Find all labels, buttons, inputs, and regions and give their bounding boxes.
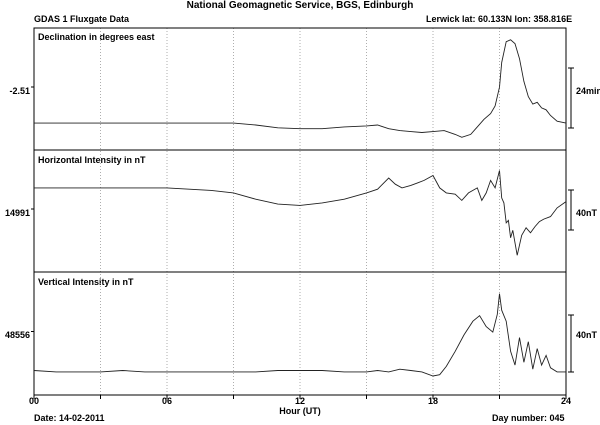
scale-label-declination: 24min	[576, 86, 600, 96]
scale-label-vertical: 40nT	[576, 330, 598, 340]
station-label: Lerwick lat: 60.133N lon: 358.816E	[426, 14, 573, 24]
day-number-label: Day number: 045	[492, 413, 565, 423]
x-axis-label: Hour (UT)	[279, 406, 321, 416]
instrument-label: GDAS 1 Fluxgate Data	[34, 14, 130, 24]
y-label-vertical: 48556	[4, 330, 30, 340]
scale-label-horizontal: 40nT	[576, 208, 598, 218]
y-label-declination: -2.51	[9, 86, 30, 96]
series-line-2	[34, 170, 567, 256]
panel-title-vertical: Vertical Intensity in nT	[38, 277, 134, 287]
chart-title: National Geomagnetic Service, BGS, Edinb…	[186, 0, 414, 11]
panel-title-horizontal: Horizontal Intensity in nT	[38, 155, 146, 165]
panel-title-declination: Declination in degrees east	[38, 32, 155, 42]
x-tick-label: 06	[161, 396, 172, 406]
series-line-1	[34, 39, 567, 138]
date-label: Date: 14-02-2011	[34, 413, 105, 423]
x-tick-label: 18	[427, 396, 438, 406]
x-tick-label: 24	[560, 396, 571, 406]
x-tick-label: 00	[28, 396, 39, 406]
series-line-3	[33, 293, 566, 377]
y-label-horizontal: 14991	[4, 208, 30, 218]
x-tick-label: 12	[294, 396, 305, 406]
